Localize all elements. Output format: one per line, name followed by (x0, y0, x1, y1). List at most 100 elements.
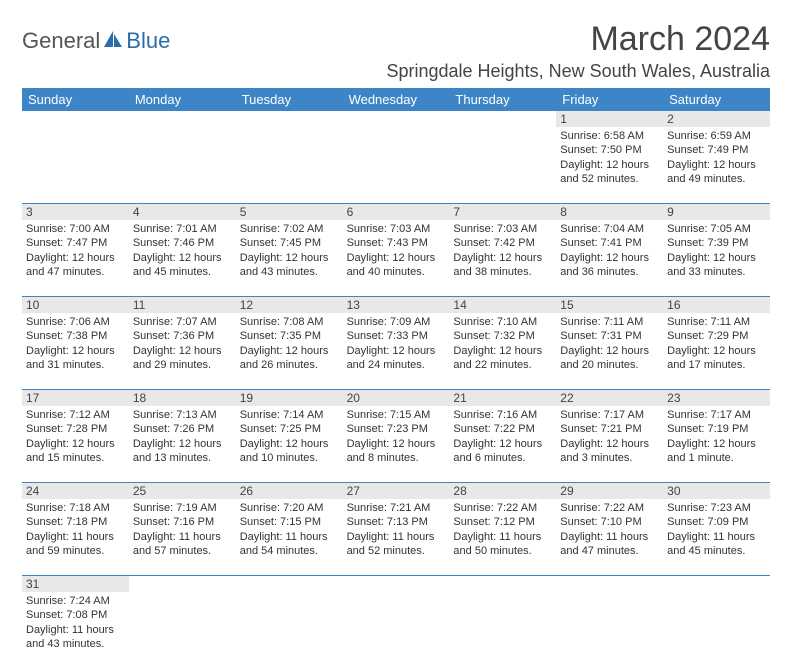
daylight-text-2: and 54 minutes. (240, 544, 339, 558)
daylight-text-2: and 45 minutes. (133, 265, 232, 279)
day-number (449, 111, 556, 127)
day-number: 24 (22, 483, 129, 499)
sunrise-text: Sunrise: 7:19 AM (133, 501, 232, 515)
day-number (22, 111, 129, 127)
daylight-text-2: and 59 minutes. (26, 544, 125, 558)
daylight-text-2: and 47 minutes. (560, 544, 659, 558)
day-cell: Sunrise: 7:06 AMSunset: 7:38 PMDaylight:… (22, 313, 129, 389)
day-number: 27 (343, 483, 450, 499)
sunset-text: Sunset: 7:12 PM (453, 515, 552, 529)
daylight-text: Daylight: 12 hours (453, 251, 552, 265)
sunset-text: Sunset: 7:08 PM (26, 608, 125, 622)
day-content-row: Sunrise: 7:12 AMSunset: 7:28 PMDaylight:… (22, 406, 770, 482)
daylight-text-2: and 22 minutes. (453, 358, 552, 372)
day-cell (556, 592, 663, 668)
header-row: General Blue March 2024 Springdale Heigh… (22, 20, 770, 82)
sunset-text: Sunset: 7:46 PM (133, 236, 232, 250)
day-number-row: 10111213141516 (22, 297, 770, 313)
daylight-text: Daylight: 11 hours (560, 530, 659, 544)
daylight-text-2: and 29 minutes. (133, 358, 232, 372)
daylight-text-2: and 17 minutes. (667, 358, 766, 372)
daylight-text: Daylight: 12 hours (560, 344, 659, 358)
sunrise-text: Sunrise: 7:11 AM (560, 315, 659, 329)
daylight-text-2: and 31 minutes. (26, 358, 125, 372)
sunrise-text: Sunrise: 7:05 AM (667, 222, 766, 236)
daylight-text-2: and 15 minutes. (26, 451, 125, 465)
sunset-text: Sunset: 7:32 PM (453, 329, 552, 343)
daylight-text-2: and 6 minutes. (453, 451, 552, 465)
day-cell: Sunrise: 7:21 AMSunset: 7:13 PMDaylight:… (343, 499, 450, 575)
sunset-text: Sunset: 7:16 PM (133, 515, 232, 529)
daylight-text-2: and 52 minutes. (560, 172, 659, 186)
sunset-text: Sunset: 7:13 PM (347, 515, 446, 529)
sunrise-text: Sunrise: 7:16 AM (453, 408, 552, 422)
sunrise-text: Sunrise: 7:10 AM (453, 315, 552, 329)
day-cell: Sunrise: 6:59 AMSunset: 7:49 PMDaylight:… (663, 127, 770, 203)
daylight-text: Daylight: 12 hours (26, 437, 125, 451)
daylight-text-2: and 20 minutes. (560, 358, 659, 372)
daylight-text: Daylight: 12 hours (240, 344, 339, 358)
day-content-row: Sunrise: 7:24 AMSunset: 7:08 PMDaylight:… (22, 592, 770, 668)
sunset-text: Sunset: 7:15 PM (240, 515, 339, 529)
sunset-text: Sunset: 7:49 PM (667, 143, 766, 157)
sunrise-text: Sunrise: 7:22 AM (560, 501, 659, 515)
day-cell (22, 127, 129, 203)
day-number: 18 (129, 390, 236, 406)
title-block: March 2024 Springdale Heights, New South… (386, 20, 770, 82)
weekday-label: Monday (129, 88, 236, 111)
sunrise-text: Sunrise: 7:04 AM (560, 222, 659, 236)
daylight-text: Daylight: 12 hours (26, 251, 125, 265)
day-cell (129, 592, 236, 668)
day-cell: Sunrise: 7:01 AMSunset: 7:46 PMDaylight:… (129, 220, 236, 296)
daylight-text: Daylight: 12 hours (453, 344, 552, 358)
sunrise-text: Sunrise: 7:18 AM (26, 501, 125, 515)
sunset-text: Sunset: 7:38 PM (26, 329, 125, 343)
day-number: 14 (449, 297, 556, 313)
day-cell: Sunrise: 7:16 AMSunset: 7:22 PMDaylight:… (449, 406, 556, 482)
sunrise-text: Sunrise: 7:23 AM (667, 501, 766, 515)
day-number (556, 576, 663, 592)
sunrise-text: Sunrise: 7:09 AM (347, 315, 446, 329)
day-cell: Sunrise: 7:12 AMSunset: 7:28 PMDaylight:… (22, 406, 129, 482)
daylight-text-2: and 49 minutes. (667, 172, 766, 186)
sunrise-text: Sunrise: 7:12 AM (26, 408, 125, 422)
daylight-text-2: and 47 minutes. (26, 265, 125, 279)
daylight-text-2: and 13 minutes. (133, 451, 232, 465)
daylight-text: Daylight: 12 hours (560, 158, 659, 172)
day-cell: Sunrise: 7:07 AMSunset: 7:36 PMDaylight:… (129, 313, 236, 389)
sunset-text: Sunset: 7:33 PM (347, 329, 446, 343)
day-cell: Sunrise: 7:10 AMSunset: 7:32 PMDaylight:… (449, 313, 556, 389)
day-cell: Sunrise: 7:13 AMSunset: 7:26 PMDaylight:… (129, 406, 236, 482)
logo-text-general: General (22, 28, 100, 54)
week-block: 24252627282930Sunrise: 7:18 AMSunset: 7:… (22, 483, 770, 576)
sunrise-text: Sunrise: 7:08 AM (240, 315, 339, 329)
weekday-label: Tuesday (236, 88, 343, 111)
sunset-text: Sunset: 7:18 PM (26, 515, 125, 529)
daylight-text: Daylight: 11 hours (26, 530, 125, 544)
sunrise-text: Sunrise: 7:11 AM (667, 315, 766, 329)
day-content-row: Sunrise: 6:58 AMSunset: 7:50 PMDaylight:… (22, 127, 770, 203)
daylight-text: Daylight: 12 hours (133, 437, 232, 451)
day-number: 3 (22, 204, 129, 220)
daylight-text: Daylight: 11 hours (453, 530, 552, 544)
day-cell: Sunrise: 7:04 AMSunset: 7:41 PMDaylight:… (556, 220, 663, 296)
daylight-text: Daylight: 11 hours (240, 530, 339, 544)
day-cell: Sunrise: 7:15 AMSunset: 7:23 PMDaylight:… (343, 406, 450, 482)
daylight-text: Daylight: 12 hours (240, 437, 339, 451)
daylight-text: Daylight: 11 hours (347, 530, 446, 544)
day-number: 5 (236, 204, 343, 220)
day-number (343, 111, 450, 127)
daylight-text: Daylight: 12 hours (560, 251, 659, 265)
day-number: 7 (449, 204, 556, 220)
day-number: 1 (556, 111, 663, 127)
day-cell (449, 127, 556, 203)
sunset-text: Sunset: 7:19 PM (667, 422, 766, 436)
day-number: 25 (129, 483, 236, 499)
day-number: 6 (343, 204, 450, 220)
sunset-text: Sunset: 7:21 PM (560, 422, 659, 436)
day-number: 10 (22, 297, 129, 313)
weekday-label: Friday (556, 88, 663, 111)
day-number-row: 12 (22, 111, 770, 127)
daylight-text-2: and 8 minutes. (347, 451, 446, 465)
day-cell (343, 592, 450, 668)
